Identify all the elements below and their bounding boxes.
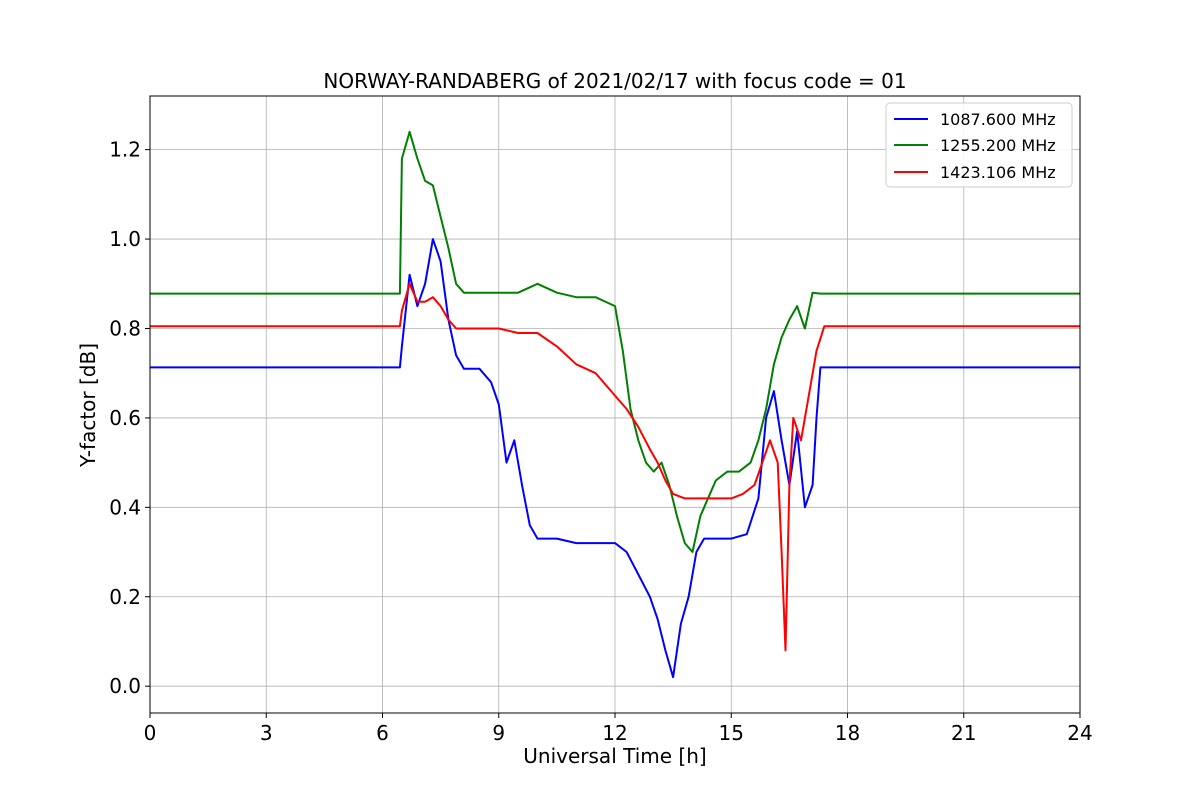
legend-label-1087: 1087.600 MHz [940,110,1056,129]
plot-area [150,130,1080,679]
series-line-1 [150,130,1080,553]
y-tick-label: 0.8 [109,316,141,340]
y-tick-label: 1.2 [109,138,141,162]
x-tick-label: 12 [602,721,627,745]
x-tick-label: 15 [719,721,744,745]
x-tick-label: 3 [260,721,273,745]
legend-label-1423: 1423.106 MHz [940,163,1056,182]
x-tick-label: 6 [376,721,389,745]
x-tick-label: 18 [835,721,860,745]
x-tick-label: 21 [951,721,976,745]
y-tick-label: 0.6 [109,406,141,430]
y-tick-label: 0.0 [109,674,141,698]
chart-title: NORWAY-RANDABERG of 2021/02/17 with focu… [323,69,906,93]
x-axis: 0 3 6 9 12 15 18 21 24 [144,713,1093,745]
x-tick-label: 0 [144,721,157,745]
y-axis: 0.0 0.2 0.4 0.6 0.8 1.0 1.2 [109,138,150,698]
x-axis-label: Universal Time [h] [523,744,706,768]
x-tick-label: 9 [492,721,505,745]
series-line-2 [150,282,1080,652]
y-tick-label: 0.2 [109,585,141,609]
legend: 1087.600 MHz 1255.200 MHz 1423.106 MHz [885,102,1073,188]
y-tick-label: 1.0 [109,227,141,251]
x-tick-label: 24 [1067,721,1092,745]
legend-box [885,102,1073,188]
legend-label-1255: 1255.200 MHz [940,136,1056,155]
y-axis-label: Y-factor [dB] [76,343,100,468]
y-tick-label: 0.4 [109,495,141,519]
